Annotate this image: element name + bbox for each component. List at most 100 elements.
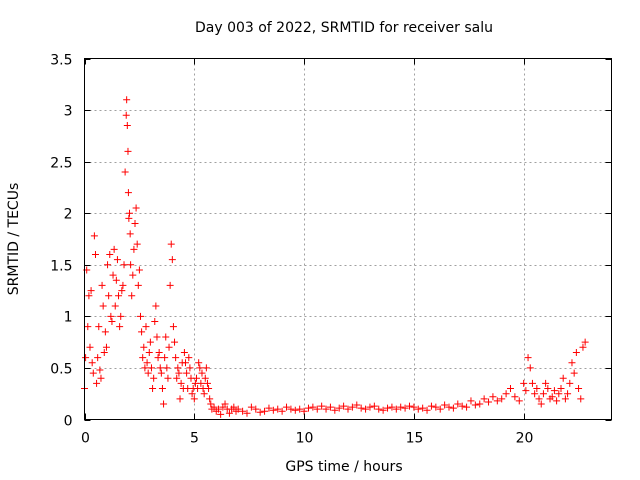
data-point bbox=[147, 364, 155, 372]
data-point bbox=[423, 406, 431, 414]
data-point bbox=[564, 390, 572, 398]
data-point bbox=[548, 393, 556, 401]
data-point bbox=[471, 401, 479, 409]
data-point bbox=[145, 348, 153, 356]
data-point bbox=[143, 359, 151, 367]
data-point bbox=[165, 343, 173, 351]
data-point bbox=[132, 204, 140, 212]
data-point bbox=[198, 369, 206, 377]
data-point bbox=[136, 312, 144, 320]
data-point bbox=[480, 395, 488, 403]
data-point bbox=[561, 395, 569, 403]
data-point bbox=[120, 261, 128, 269]
data-point bbox=[160, 400, 168, 408]
data-point bbox=[537, 400, 545, 408]
data-point bbox=[195, 359, 203, 367]
data-point bbox=[97, 374, 105, 382]
data-point bbox=[313, 405, 321, 413]
data-point bbox=[112, 276, 120, 284]
data-point bbox=[201, 374, 209, 382]
data-point bbox=[485, 398, 493, 406]
data-point bbox=[157, 369, 165, 377]
data-point bbox=[568, 359, 576, 367]
data-point bbox=[123, 122, 131, 130]
data-point bbox=[520, 379, 528, 387]
data-point bbox=[531, 390, 539, 398]
data-point bbox=[118, 287, 126, 295]
data-point bbox=[581, 338, 589, 346]
data-point bbox=[200, 390, 208, 398]
data-point bbox=[498, 395, 506, 403]
data-point bbox=[183, 369, 191, 377]
data-point bbox=[133, 240, 141, 248]
y-tick-labels: 0 0.5 1 1.5 2 2.5 3 3.5 bbox=[50, 53, 72, 430]
data-point bbox=[176, 395, 184, 403]
data-point bbox=[322, 405, 330, 413]
data-point bbox=[449, 404, 457, 412]
data-point bbox=[149, 385, 157, 393]
data-point bbox=[123, 96, 131, 104]
x-tick-labels: 0 5 10 15 20 bbox=[81, 431, 533, 447]
data-point bbox=[217, 410, 225, 418]
data-point bbox=[174, 364, 182, 372]
data-point bbox=[214, 405, 222, 413]
data-point bbox=[102, 343, 110, 351]
data-point bbox=[96, 366, 104, 374]
data-point bbox=[557, 385, 565, 393]
data-point bbox=[172, 354, 180, 362]
data-point bbox=[476, 400, 484, 408]
data-point bbox=[175, 369, 183, 377]
data-point bbox=[166, 281, 174, 289]
data-point bbox=[142, 323, 150, 331]
data-point bbox=[162, 333, 170, 341]
data-point bbox=[318, 402, 326, 410]
data-point bbox=[392, 405, 400, 413]
axis-ticks bbox=[84, 58, 612, 421]
data-point bbox=[91, 250, 99, 258]
data-point bbox=[90, 232, 98, 240]
data-point bbox=[98, 281, 106, 289]
data-point bbox=[107, 312, 115, 320]
data-point bbox=[511, 393, 519, 401]
data-point bbox=[89, 369, 97, 377]
data-point bbox=[326, 403, 334, 411]
data-point bbox=[177, 379, 185, 387]
data-point bbox=[553, 397, 561, 405]
data-point bbox=[205, 385, 213, 393]
data-point bbox=[410, 403, 418, 411]
data-point bbox=[309, 403, 317, 411]
data-point bbox=[401, 404, 409, 412]
data-point bbox=[158, 385, 166, 393]
data-point bbox=[141, 364, 149, 372]
data-point bbox=[113, 256, 121, 264]
data-point bbox=[344, 405, 352, 413]
data-point bbox=[287, 405, 295, 413]
data-point bbox=[190, 395, 198, 403]
data-point bbox=[506, 385, 514, 393]
data-point bbox=[414, 405, 422, 413]
data-point bbox=[210, 403, 218, 411]
y-tick-label: 0 bbox=[64, 414, 73, 430]
x-tick-label: 0 bbox=[81, 431, 90, 447]
data-point bbox=[265, 404, 273, 412]
x-tick-label: 10 bbox=[296, 431, 314, 447]
data-point bbox=[206, 395, 214, 403]
data-point bbox=[139, 354, 147, 362]
data-point bbox=[542, 379, 550, 387]
data-point bbox=[108, 318, 116, 326]
data-point bbox=[203, 379, 211, 387]
data-point bbox=[150, 374, 158, 382]
data-point bbox=[239, 407, 247, 415]
data-point bbox=[234, 405, 242, 413]
data-points bbox=[81, 96, 589, 418]
plot-frame bbox=[84, 58, 612, 420]
data-point bbox=[171, 338, 179, 346]
data-point bbox=[188, 390, 196, 398]
data-point bbox=[572, 348, 580, 356]
data-point bbox=[167, 240, 175, 248]
data-point bbox=[140, 343, 148, 351]
data-point bbox=[304, 404, 312, 412]
data-point bbox=[186, 364, 194, 372]
data-point bbox=[207, 400, 215, 408]
data-point bbox=[146, 338, 154, 346]
